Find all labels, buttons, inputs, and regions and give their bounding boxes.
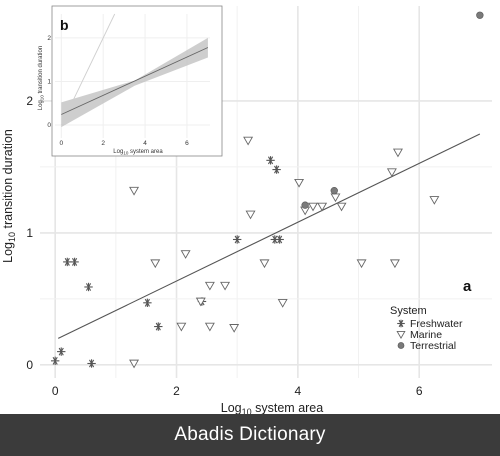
main-y-axis-label-rest: transition duration xyxy=(1,129,15,232)
inset-x-tick-label: 6 xyxy=(185,140,189,147)
inset-x-axis-label-rest: system area xyxy=(128,149,163,155)
identity-line xyxy=(60,13,116,126)
inset-x-tick-label: 2 xyxy=(101,140,105,147)
point-marine xyxy=(308,202,318,212)
x-tick-label: 6 xyxy=(416,384,423,398)
point-marine xyxy=(220,281,231,291)
legend-label-terrestrial: Terrestrial xyxy=(410,340,456,352)
legend-marker-freshwater xyxy=(397,319,405,328)
y-tick-label: 1 xyxy=(26,226,33,240)
point-marine xyxy=(229,324,240,333)
main-x-axis-label: Log10 system area xyxy=(221,401,323,414)
confidence-band xyxy=(61,37,208,128)
inset-x-tick-label: 4 xyxy=(143,140,147,147)
point-marine xyxy=(243,136,254,146)
point-marine xyxy=(336,202,347,212)
point-freshwater xyxy=(57,347,66,356)
point-marine xyxy=(180,250,191,259)
point-freshwater xyxy=(270,235,279,244)
legend-title: System xyxy=(390,305,427,317)
main-y-axis-label: Log10 transition duration xyxy=(1,129,17,263)
x-tick-label: 2 xyxy=(173,384,180,398)
inset-y-tick-label: 2 xyxy=(47,35,51,42)
point-marine xyxy=(259,259,270,269)
footer-text: Abadis Dictionary xyxy=(174,424,326,445)
legend-label-freshwater: Freshwater xyxy=(410,318,463,330)
point-terrestrial xyxy=(301,201,309,209)
main-y-axis-label-sub: 10 xyxy=(7,232,17,242)
point-marine xyxy=(195,297,206,307)
point-freshwater xyxy=(87,359,96,368)
point-terrestrial xyxy=(330,187,338,195)
point-marine xyxy=(204,322,215,332)
inset-y-axis-label-rest: transition duration xyxy=(38,46,44,95)
x-tick-label: 4 xyxy=(295,384,302,398)
point-freshwater xyxy=(154,322,163,331)
point-marine xyxy=(389,259,400,269)
inset-x-axis-label-base: Log xyxy=(113,149,123,155)
y-tick-label: 2 xyxy=(26,94,33,108)
point-marine xyxy=(356,259,367,269)
inset-y-axis-label: Log10 transition duration xyxy=(38,46,45,110)
main-tick-labels: 0 2 4 6 0 1 2 xyxy=(26,94,423,398)
point-marine xyxy=(176,322,187,332)
point-marine xyxy=(317,202,328,212)
inset-x-axis-label-sub: 10 xyxy=(123,151,129,156)
main-y-axis-label-base: Log xyxy=(1,242,15,263)
point-marine xyxy=(129,359,140,369)
inset-fit-line xyxy=(61,47,209,115)
point-freshwater xyxy=(272,165,281,174)
main-points xyxy=(50,11,484,369)
point-freshwater xyxy=(84,282,93,292)
regression-line xyxy=(57,133,481,339)
inset-x-axis-label: Log10 system area xyxy=(113,149,163,156)
inset-y-tick-label: 1 xyxy=(47,78,51,85)
point-freshwater xyxy=(63,257,72,267)
legend-marker-marine xyxy=(396,331,406,340)
point-freshwater xyxy=(232,235,242,244)
x-tick-label: 0 xyxy=(52,384,59,398)
inset-y-axis-label-sub: 10 xyxy=(40,95,45,101)
point-freshwater xyxy=(50,356,60,366)
legend-label-marine: Marine xyxy=(410,329,442,341)
point-marine xyxy=(386,168,397,178)
point-marine xyxy=(392,148,403,158)
point-freshwater xyxy=(143,298,152,308)
point-marine xyxy=(129,186,140,196)
main-x-axis-label-sub: 10 xyxy=(242,407,252,414)
main-x-axis-label-base: Log xyxy=(221,401,242,414)
point-marine xyxy=(294,178,305,188)
main-x-axis-label-rest: system area xyxy=(252,401,324,414)
point-terrestrial xyxy=(476,11,484,19)
panel-label-b: b xyxy=(60,17,69,33)
inset-y-axis-label-base: Log xyxy=(38,100,44,110)
main-regression xyxy=(57,133,481,339)
inset-y-tick-label: 0 xyxy=(47,122,51,129)
point-marine xyxy=(245,210,256,220)
footer-banner: Abadis Dictionary xyxy=(0,414,500,456)
point-marine xyxy=(429,196,440,205)
panel-label-a: a xyxy=(463,278,472,295)
y-tick-label: 0 xyxy=(26,358,33,372)
point-freshwater xyxy=(266,156,275,165)
legend-marker-terrestrial xyxy=(397,342,405,349)
point-marine xyxy=(150,259,161,269)
point-freshwater xyxy=(70,257,79,267)
inset-x-tick-label: 0 xyxy=(59,140,63,147)
point-marine xyxy=(277,298,288,308)
inset-plot-area: 0 2 4 6 0 1 2 xyxy=(47,13,210,147)
point-marine xyxy=(204,281,215,291)
